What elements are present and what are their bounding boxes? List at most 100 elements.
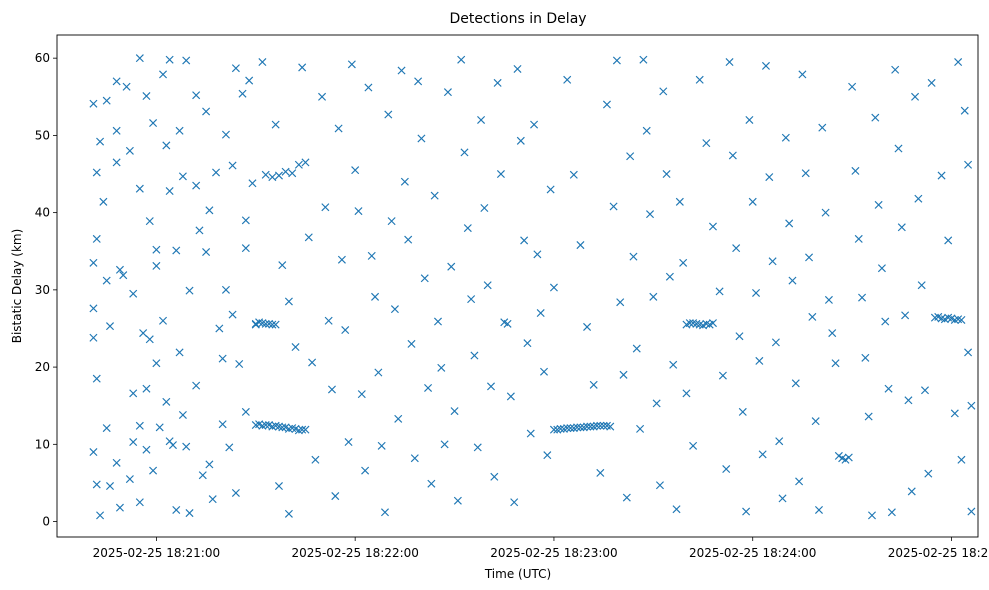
data-point-marker: [967, 507, 976, 516]
data-point-marker: [785, 219, 794, 228]
data-point-marker: [904, 396, 913, 405]
data-point-marker: [523, 339, 532, 348]
data-point-marker: [453, 496, 462, 505]
data-point-marker: [112, 158, 121, 167]
data-point-marker: [251, 320, 260, 329]
data-point-marker: [881, 317, 890, 326]
data-point-marker: [215, 324, 224, 333]
data-point-marker: [549, 283, 558, 292]
data-point-marker: [470, 351, 479, 360]
data-point-marker: [662, 170, 671, 179]
data-point-marker: [221, 285, 230, 294]
data-point-marker: [619, 370, 628, 379]
data-point-marker: [851, 166, 860, 175]
x-axis-ticks: 2025-02-25 18:21:00 2025-02-25 18:22:00 20…: [93, 537, 989, 560]
data-point-marker: [689, 441, 698, 450]
data-point-marker: [612, 56, 621, 65]
data-point-marker: [718, 371, 727, 380]
data-point-marker: [298, 63, 307, 72]
data-point-marker: [192, 181, 201, 190]
data-point-marker: [400, 177, 409, 186]
data-point-marker: [311, 455, 320, 464]
data-point-marker: [238, 89, 247, 98]
data-point-marker: [361, 466, 370, 475]
data-point-marker: [964, 348, 973, 357]
data-point-marker: [99, 197, 108, 206]
data-point-marker: [877, 264, 886, 273]
data-point-marker: [752, 288, 761, 297]
data-point-marker: [172, 505, 181, 514]
data-point-marker: [659, 87, 668, 96]
data-point-marker: [149, 466, 158, 475]
data-point-marker: [483, 281, 492, 290]
data-point-marker: [708, 222, 717, 231]
data-point-marker: [357, 390, 366, 399]
data-point-marker: [715, 287, 724, 296]
data-point-marker: [231, 64, 240, 73]
data-point-marker: [92, 374, 101, 383]
data-point-marker: [543, 451, 552, 460]
data-point-marker: [268, 320, 277, 329]
data-point-marker: [294, 160, 303, 169]
data-point-marker: [162, 141, 171, 150]
x-tick-label: 2025-02-25 18:25:00: [888, 546, 989, 560]
data-point-marker: [427, 479, 436, 488]
data-point-marker: [281, 167, 290, 176]
data-point-marker: [771, 338, 780, 347]
data-point-marker: [490, 472, 499, 481]
y-axis-label: Bistatic Delay (km): [10, 229, 24, 344]
data-point-marker: [887, 508, 896, 517]
x-tick-label: 2025-02-25 18:22:00: [291, 546, 418, 560]
data-point-marker: [765, 173, 774, 182]
data-point-marker: [278, 261, 287, 270]
data-point-marker: [261, 170, 270, 179]
data-point-marker: [589, 380, 598, 389]
data-point-marker: [821, 208, 830, 217]
data-point-marker: [841, 455, 850, 464]
data-point-marker: [404, 235, 413, 244]
data-point-marker: [708, 319, 717, 328]
data-point-marker: [387, 217, 396, 226]
x-tick-label: 2025-02-25 18:23:00: [490, 546, 617, 560]
data-point-marker: [162, 397, 171, 406]
data-point-marker: [573, 423, 582, 432]
data-point-marker: [354, 207, 363, 216]
data-point-marker: [486, 382, 496, 391]
data-point-marker: [685, 319, 694, 328]
data-point-marker: [152, 359, 161, 368]
data-point-marker: [218, 420, 227, 429]
data-point-marker: [351, 166, 360, 175]
data-point-marker: [165, 186, 174, 196]
data-point-marker: [917, 281, 926, 290]
data-point-marker: [89, 99, 98, 108]
data-point-marker: [212, 168, 221, 177]
data-point-marker: [944, 236, 953, 245]
data-point-marker: [861, 353, 870, 362]
data-point-marker: [874, 200, 883, 209]
data-point-marker: [119, 271, 128, 280]
data-point-marker: [831, 359, 840, 368]
data-point-marker: [844, 453, 853, 462]
data-point-marker: [516, 136, 525, 145]
data-point-marker: [808, 312, 817, 321]
data-point-marker: [891, 65, 900, 74]
data-point-marker: [914, 194, 923, 203]
data-point-marker: [125, 146, 134, 155]
data-point-marker: [669, 360, 678, 369]
data-point-marker: [185, 286, 194, 295]
data-point-marker: [324, 316, 333, 325]
data-point-marker: [781, 133, 790, 142]
data-point-marker: [672, 505, 681, 514]
data-point-marker: [493, 78, 502, 87]
data-point-marker: [129, 389, 138, 398]
data-point-marker: [583, 422, 592, 431]
data-point-marker: [198, 471, 207, 480]
data-point-marker: [152, 245, 161, 254]
data-point-marker: [788, 276, 797, 285]
data-point-marker: [957, 315, 966, 324]
data-point-marker: [463, 224, 472, 233]
data-point-marker: [964, 160, 973, 169]
y-tick-label: 0: [42, 515, 50, 529]
data-point-marker: [159, 70, 168, 79]
